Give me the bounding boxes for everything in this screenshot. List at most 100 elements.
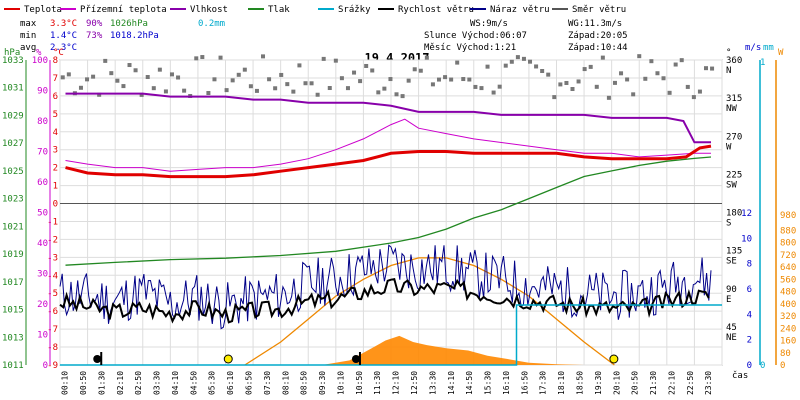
wind-direction-point — [321, 56, 326, 61]
stat-max-press: 1026hPa — [110, 19, 148, 29]
wind-direction-point — [588, 64, 593, 69]
axis-pct-tick: 80 — [37, 117, 48, 127]
wind-direction-point — [261, 54, 266, 59]
axis-x-tick: 16:10 — [502, 371, 511, 395]
axis-w-tick: 320 — [780, 312, 796, 322]
wind-direction-point — [254, 88, 259, 93]
wind-direction-point — [424, 55, 429, 60]
radiation-fill — [322, 335, 585, 365]
wind-direction-point — [443, 75, 448, 80]
wind-direction-point — [704, 66, 709, 71]
wind-direction-point — [333, 58, 338, 63]
wind-direction-point — [212, 77, 217, 82]
series-radiation — [244, 257, 615, 366]
axis-pct-tick: 20 — [37, 300, 48, 310]
wind-direction-point — [637, 54, 642, 59]
stat-min-label: min — [20, 31, 36, 41]
axis-pct-tick: 70 — [37, 148, 48, 158]
wind-direction-point — [625, 77, 630, 82]
wind-direction-point — [661, 76, 666, 81]
wind-direction-point — [667, 90, 672, 95]
wind-direction-point — [528, 59, 533, 64]
axis-c-unit: °C — [53, 48, 64, 58]
axis-x-tick: 14:10 — [447, 371, 456, 395]
wind-direction-point — [176, 75, 181, 80]
axis-ms-tick: 2 — [747, 336, 752, 346]
wind-direction-point — [200, 55, 205, 60]
wind-direction-point — [60, 75, 65, 80]
axis-x-tick: 06:10 — [226, 371, 235, 395]
wind-direction-point — [364, 63, 369, 68]
axis-x-tick: 07:30 — [263, 371, 272, 395]
axis-x-unit: čas — [732, 370, 748, 381]
stat-max-temp: 3.3°C — [50, 19, 77, 29]
moon-marker — [93, 355, 102, 363]
legend-label-7: Směr větru — [572, 5, 626, 15]
wind-direction-point — [600, 55, 605, 60]
axis-hpa-unit: hPa — [4, 48, 20, 58]
wind-direction-point — [133, 68, 138, 73]
series-wind-direction — [60, 54, 715, 100]
axis-x-tick: 11:30 — [373, 371, 382, 395]
wind-direction-point — [412, 67, 417, 72]
axis-pct-tick: 90 — [37, 87, 48, 97]
axis-x-tick: 16:50 — [520, 371, 529, 395]
wind-direction-point — [78, 85, 83, 90]
wind-direction-point — [455, 60, 460, 65]
axis-deg-tick: 135 — [726, 247, 742, 257]
axis-dir-tick: SW — [726, 180, 737, 190]
axis-x-tick: 03:30 — [153, 371, 162, 395]
wind-direction-point — [691, 95, 696, 100]
wind-direction-point — [679, 58, 684, 63]
wind-direction-point — [345, 86, 350, 91]
legend-label-3: Tlak — [268, 5, 290, 15]
wind-direction-point — [710, 66, 715, 71]
wind-direction-point — [291, 89, 296, 94]
wind-direction-point — [485, 64, 490, 69]
wind-direction-point — [230, 78, 235, 83]
wind-direction-point — [279, 72, 284, 77]
axis-x-tick: 00:50 — [79, 371, 88, 395]
wind-direction-point — [473, 84, 478, 89]
axis-w-unit: W — [778, 48, 784, 58]
wind-direction-point — [273, 86, 278, 91]
wind-direction-point — [430, 82, 435, 87]
axis-hpa-tick: 1025 — [2, 167, 24, 177]
axis-c-tick: 0 — [53, 200, 58, 210]
axis-c-tick: -8 — [47, 343, 58, 353]
axis-hpa-tick: 1029 — [2, 111, 24, 121]
axis-deg-tick: 225 — [726, 170, 742, 180]
info-sunset: Západ:20:05 — [568, 31, 628, 41]
wind-direction-point — [236, 72, 241, 77]
wind-direction-point — [406, 78, 411, 83]
axis-hpa-tick: 1011 — [2, 361, 24, 371]
axis-x-tick: 04:10 — [171, 371, 180, 395]
axis-w-tick: 80 — [780, 349, 791, 359]
axis-c-tick: 7 — [53, 74, 58, 84]
stat-max-rain: 0.2mm — [198, 19, 225, 29]
axis-mm-unit: mm — [763, 43, 774, 53]
wind-direction-point — [297, 63, 302, 68]
wind-direction-point — [127, 63, 132, 68]
wind-direction-point — [418, 68, 423, 73]
wind-direction-point — [103, 58, 108, 63]
info-sunrise: Slunce Východ:06:07 — [424, 31, 527, 41]
wind-direction-point — [534, 64, 539, 69]
wind-direction-point — [309, 81, 314, 86]
axis-deg-tick: 360 — [726, 56, 742, 66]
series-wind-speed — [59, 277, 710, 324]
axis-ms-tick: 10 — [741, 234, 752, 244]
axis-deg-tick: 315 — [726, 94, 742, 104]
axis-hpa-tick: 1019 — [2, 250, 24, 260]
axis-w-tick: 240 — [780, 324, 796, 334]
legend-label-0: Teplota — [24, 5, 62, 15]
axis-w-tick: 880 — [780, 226, 796, 236]
axis-mm-tick: 1 — [760, 58, 765, 68]
axis-deg-tick: 270 — [726, 132, 742, 142]
series-wind-gust — [59, 244, 712, 330]
axis-pct-tick: 50 — [37, 209, 48, 219]
axis-ms-tick: 6 — [747, 285, 752, 295]
wind-direction-point — [491, 90, 496, 95]
legend-label-5: Rychlost větru — [398, 5, 474, 15]
axis-x-tick: 10:50 — [355, 371, 364, 395]
